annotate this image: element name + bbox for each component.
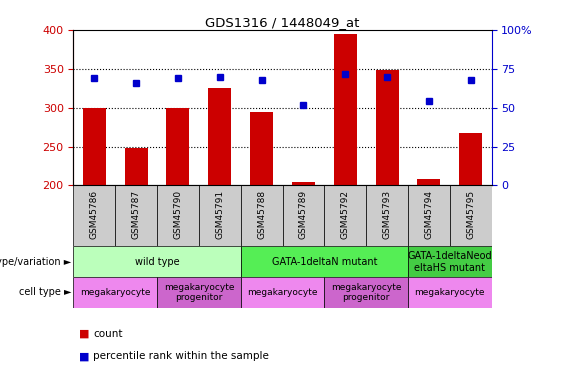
- Bar: [450, 185, 492, 246]
- Text: ■: ■: [79, 329, 90, 339]
- Bar: [292, 182, 315, 185]
- Bar: [324, 185, 366, 246]
- Bar: [324, 277, 408, 308]
- Text: GSM45790: GSM45790: [173, 190, 182, 239]
- Text: GSM45792: GSM45792: [341, 190, 350, 239]
- Text: GSM45791: GSM45791: [215, 190, 224, 239]
- Bar: [241, 185, 282, 246]
- Bar: [115, 185, 157, 246]
- Bar: [459, 133, 482, 185]
- Bar: [83, 108, 106, 185]
- Bar: [73, 246, 241, 277]
- Bar: [125, 148, 147, 185]
- Text: genotype/variation ►: genotype/variation ►: [0, 257, 71, 267]
- Bar: [241, 246, 408, 277]
- Bar: [408, 277, 492, 308]
- Bar: [376, 70, 398, 185]
- Text: GSM45795: GSM45795: [466, 190, 475, 239]
- Text: GSM45788: GSM45788: [257, 190, 266, 239]
- Title: GDS1316 / 1448049_at: GDS1316 / 1448049_at: [205, 16, 360, 29]
- Bar: [73, 185, 115, 246]
- Bar: [241, 277, 324, 308]
- Bar: [418, 179, 440, 185]
- Bar: [157, 277, 241, 308]
- Text: megakaryocyte: megakaryocyte: [415, 288, 485, 297]
- Bar: [157, 185, 199, 246]
- Bar: [208, 88, 231, 185]
- Bar: [334, 34, 357, 185]
- Text: ■: ■: [79, 351, 90, 361]
- Bar: [167, 108, 189, 185]
- Text: GATA-1deltaN mutant: GATA-1deltaN mutant: [272, 257, 377, 267]
- Bar: [199, 185, 241, 246]
- Bar: [408, 246, 492, 277]
- Text: megakaryocyte
progenitor: megakaryocyte progenitor: [331, 282, 401, 302]
- Text: GATA-1deltaNeod
eltaHS mutant: GATA-1deltaNeod eltaHS mutant: [407, 251, 492, 273]
- Text: count: count: [93, 329, 123, 339]
- Text: GSM45793: GSM45793: [383, 190, 392, 239]
- Text: GSM45794: GSM45794: [424, 190, 433, 239]
- Text: megakaryocyte: megakaryocyte: [247, 288, 318, 297]
- Text: percentile rank within the sample: percentile rank within the sample: [93, 351, 269, 361]
- Bar: [73, 277, 157, 308]
- Text: GSM45786: GSM45786: [90, 190, 99, 239]
- Text: GSM45789: GSM45789: [299, 190, 308, 239]
- Bar: [250, 112, 273, 185]
- Bar: [366, 185, 408, 246]
- Text: megakaryocyte: megakaryocyte: [80, 288, 150, 297]
- Text: GSM45787: GSM45787: [132, 190, 141, 239]
- Bar: [282, 185, 324, 246]
- Text: wild type: wild type: [135, 257, 179, 267]
- Text: cell type ►: cell type ►: [19, 287, 71, 297]
- Text: megakaryocyte
progenitor: megakaryocyte progenitor: [164, 282, 234, 302]
- Bar: [408, 185, 450, 246]
